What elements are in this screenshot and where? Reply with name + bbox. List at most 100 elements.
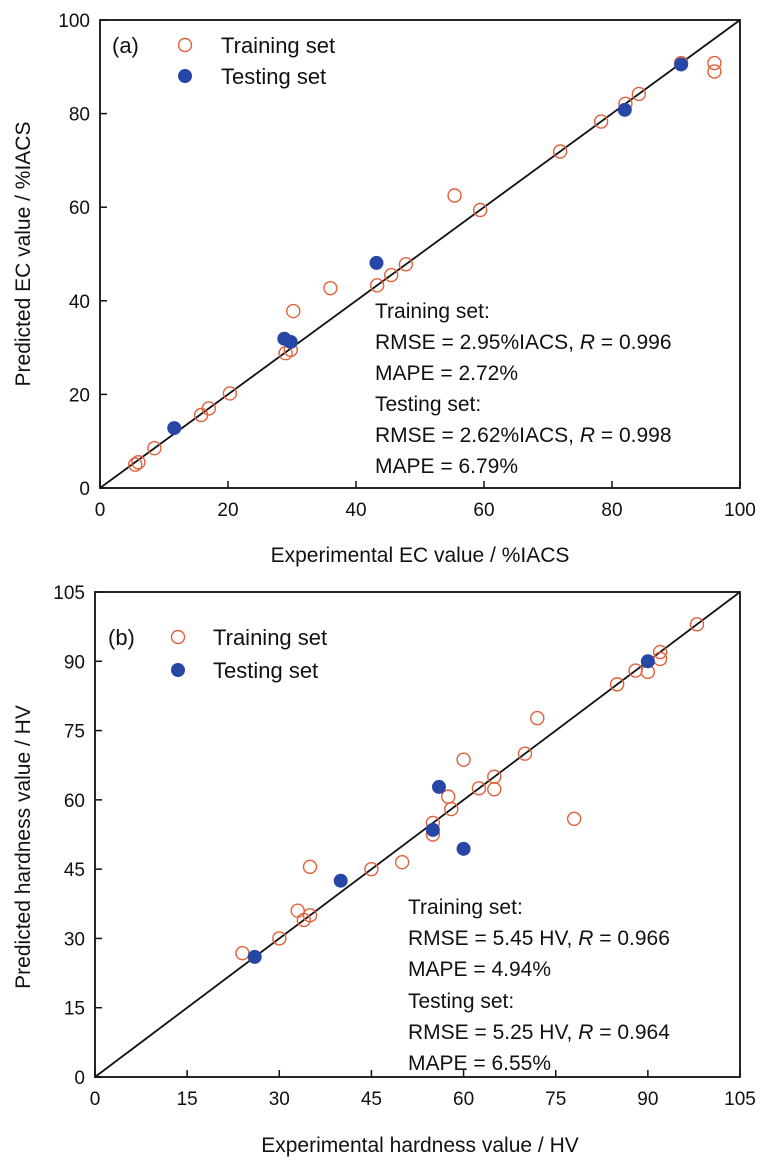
panel-b-legend-training-label: Training set — [213, 625, 327, 650]
training-point — [364, 861, 379, 877]
y-tick-label: 0 — [79, 479, 90, 500]
panel-b-ann-training-mape: MAPE = 4.94% — [408, 958, 551, 981]
training-point — [127, 457, 143, 472]
y-tick-label: 105 — [53, 583, 85, 604]
training-point — [471, 781, 487, 796]
panel-a-ylabel: Predicted EC value / %IACS — [12, 122, 35, 387]
panel-b-xlabel: Experimental hardness value / HV — [261, 1134, 579, 1157]
y-tick-label: 100 — [58, 11, 90, 32]
y-tick-label: 30 — [64, 929, 85, 950]
panel-a-ann-training-rmse: RMSE = 2.95%IACS, R = 0.996 — [375, 331, 672, 354]
panel-b-ann-testing-mape: MAPE = 6.55% — [408, 1052, 551, 1075]
testing-point — [456, 841, 471, 856]
training-point — [456, 752, 471, 767]
x-tick-label: 45 — [361, 1089, 382, 1110]
panel-b-reference-line — [94, 591, 741, 1078]
panel-a-ec-chart: 0 20 40 60 80 100 0 20 40 60 80 100 (a) Training se… — [12, 11, 756, 567]
testing-point — [333, 873, 348, 888]
panel-a-legend-training-label: Training set — [221, 33, 335, 58]
training-point — [398, 257, 414, 272]
panel-b-label: (b) — [108, 625, 135, 650]
training-point — [652, 644, 668, 660]
training-point — [609, 677, 625, 692]
x-tick-label: 90 — [637, 1089, 658, 1110]
training-point — [290, 903, 305, 918]
y-tick-label: 60 — [64, 791, 85, 812]
panel-a-legend-testing-label: Testing set — [221, 64, 326, 89]
panel-b-legend-training-marker — [170, 629, 186, 645]
y-tick-label: 60 — [69, 198, 90, 219]
panel-a-frame — [99, 19, 741, 489]
panel-a-label: (a) — [112, 33, 139, 58]
panel-a-legend-testing-marker — [178, 69, 192, 83]
training-point — [201, 401, 217, 416]
panel-b-legend-testing-label: Testing set — [213, 658, 318, 683]
training-point — [487, 782, 502, 797]
testing-point — [167, 421, 182, 436]
training-point — [323, 280, 338, 296]
x-tick-label: 80 — [601, 500, 622, 521]
panel-b-ann-training-rmse: RMSE = 5.45 HV, R = 0.966 — [408, 927, 670, 950]
x-tick-label: 105 — [724, 1089, 756, 1110]
y-tick-label: 80 — [69, 105, 90, 126]
panel-a-ann-testing-mape: MAPE = 6.79% — [375, 455, 518, 478]
panel-b-ann-testing-heading: Testing set: — [408, 990, 514, 1013]
training-point — [384, 267, 399, 283]
training-point — [302, 859, 318, 875]
testing-point — [247, 949, 262, 964]
y-tick-label: 40 — [69, 292, 90, 313]
testing-point — [425, 822, 440, 837]
training-point — [707, 55, 722, 71]
training-point — [222, 386, 238, 401]
x-tick-label: 60 — [473, 500, 494, 521]
y-tick-label: 0 — [74, 1068, 85, 1089]
training-point — [447, 188, 462, 203]
panel-a-points — [127, 55, 722, 472]
training-point — [369, 278, 385, 293]
y-tick-label: 20 — [69, 385, 90, 406]
panel-b-ann-training-heading: Training set: — [408, 896, 523, 919]
training-point — [593, 114, 609, 129]
x-tick-label: 40 — [345, 500, 366, 521]
training-point — [286, 303, 301, 319]
x-tick-label: 20 — [217, 500, 238, 521]
training-point — [444, 801, 459, 817]
x-tick-label: 30 — [269, 1089, 290, 1110]
testing-point — [640, 654, 655, 669]
panel-b-hardness-chart: 0 15 30 45 60 75 90 105 0 15 30 45 60 75 90 105 (b) Tra… — [12, 583, 756, 1157]
training-point — [235, 946, 250, 961]
testing-point — [283, 334, 298, 349]
panel-a-ann-training-heading: Training set: — [375, 300, 490, 323]
panel-b-ann-testing-rmse: RMSE = 5.25 HV, R = 0.964 — [408, 1021, 670, 1044]
training-point — [517, 746, 533, 761]
training-point — [302, 908, 318, 923]
training-point — [472, 202, 488, 218]
panel-a-ann-testing-heading: Testing set: — [375, 393, 481, 416]
panel-b-ylabel: Predicted hardness value / HV — [12, 705, 35, 989]
panel-b-ticks: 0 15 30 45 60 75 90 105 0 15 30 45 60 75 90 105 — [53, 583, 756, 1110]
panel-b-points — [235, 617, 705, 964]
testing-point — [369, 255, 384, 270]
training-point — [394, 855, 410, 870]
testing-point — [617, 102, 632, 117]
training-point — [707, 64, 722, 79]
y-tick-label: 75 — [64, 722, 85, 743]
training-point — [689, 617, 705, 632]
training-point — [631, 86, 647, 102]
x-tick-label: 100 — [724, 500, 756, 521]
x-tick-label: 15 — [177, 1089, 198, 1110]
training-point — [566, 811, 582, 826]
panel-a-xlabel: Experimental EC value / %IACS — [271, 544, 570, 567]
x-tick-label: 0 — [95, 500, 106, 521]
panel-a-ticks: 0 20 40 60 80 100 0 20 40 60 80 100 — [58, 11, 756, 521]
training-point — [147, 441, 162, 456]
training-point — [552, 144, 568, 159]
y-tick-label: 45 — [64, 860, 85, 881]
testing-point — [432, 779, 446, 794]
y-tick-label: 15 — [64, 999, 85, 1020]
training-point — [530, 710, 545, 726]
x-tick-label: 0 — [90, 1089, 101, 1110]
panel-a-ann-testing-rmse: RMSE = 2.62%IACS, R = 0.998 — [375, 424, 672, 447]
panel-a-ann-training-mape: MAPE = 2.72% — [375, 362, 518, 385]
